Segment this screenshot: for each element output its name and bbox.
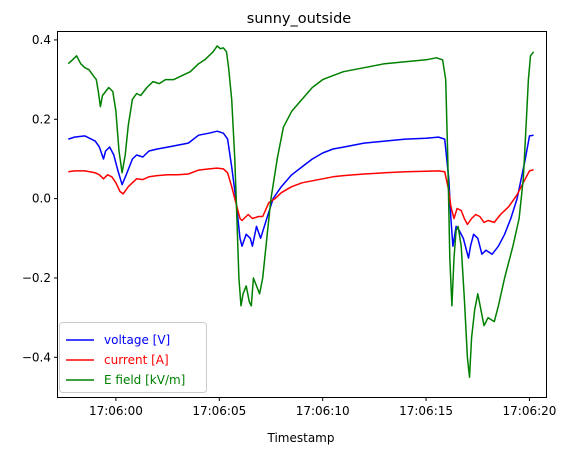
- legend-label: E field [kV/m]: [104, 373, 185, 387]
- y-tick-label: −0.2: [22, 271, 51, 285]
- x-tick-label: 17:06:20: [503, 404, 557, 418]
- legend-box: [59, 322, 207, 393]
- x-tick-label: 17:06:00: [89, 404, 143, 418]
- x-axis-label: Timestamp: [267, 431, 335, 445]
- x-tick-label: 17:06:05: [192, 404, 246, 418]
- y-axis: −0.4 −0.2 0.0 0.2 0.4: [22, 33, 58, 364]
- series-line-3: [67, 45, 535, 378]
- legend-label: voltage [V]: [104, 333, 170, 347]
- y-tick-label: 0.4: [32, 33, 51, 47]
- series-layer: [67, 45, 535, 378]
- plot-frame: [57, 31, 547, 398]
- chart-title: sunny_outside: [247, 11, 351, 27]
- y-tick-label: −0.4: [22, 350, 51, 364]
- y-tick-label: 0.0: [32, 192, 51, 206]
- legend-label: current [A]: [104, 353, 169, 367]
- series-line-1: [68, 130, 534, 259]
- series-line-2: [68, 167, 534, 226]
- legend: voltage [V] current [A] E field [kV/m]: [59, 322, 207, 393]
- x-axis: 17:06:00 17:06:05 17:06:10 17:06:15 17:06:20: [89, 397, 556, 418]
- x-tick-label: 17:06:15: [399, 404, 453, 418]
- x-tick-label: 17:06:10: [296, 404, 350, 418]
- y-tick-label: 0.2: [32, 112, 51, 126]
